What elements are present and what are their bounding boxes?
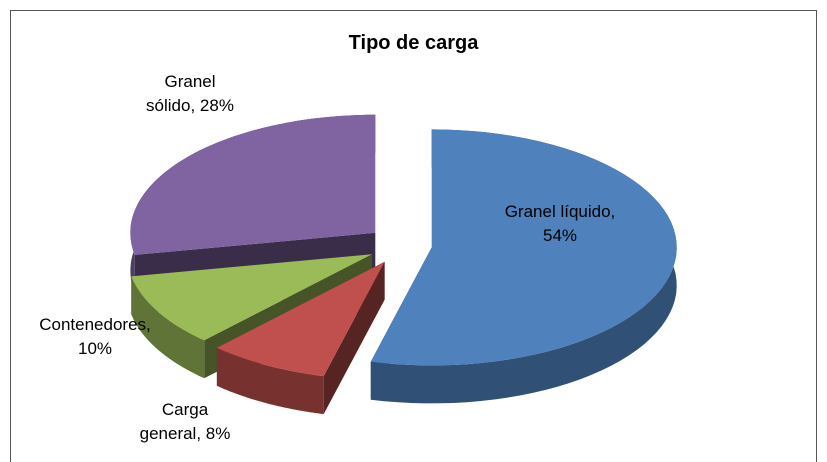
- chart-title: Tipo de carga: [348, 32, 479, 54]
- slice: [130, 114, 376, 255]
- data-label: Granel líquido, 54%: [504, 202, 616, 245]
- chart-frame: [10, 10, 817, 462]
- slice: [370, 129, 677, 366]
- slice: [131, 254, 372, 341]
- data-label: Contenedores, 10%: [39, 315, 151, 358]
- slice-wall: [131, 276, 205, 379]
- slice-wall: [216, 347, 324, 415]
- data-label: Granel sólido, 28%: [146, 72, 234, 115]
- slice: [216, 261, 385, 377]
- data-label: Carga general, 8%: [139, 400, 231, 443]
